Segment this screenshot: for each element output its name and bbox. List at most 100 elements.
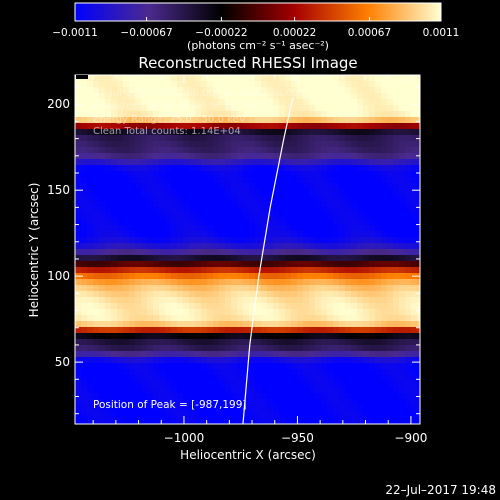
heatmap-cell [309,345,316,352]
heatmap-cell [411,387,418,394]
heatmap-cell [231,321,238,328]
heatmap-cell [237,105,244,112]
heatmap-cell [327,327,334,334]
heatmap-cell [399,261,406,268]
heatmap-cell [219,309,226,316]
heatmap-cell [303,405,310,412]
heatmap-cell [201,225,208,232]
heatmap-cell [207,297,214,304]
heatmap-cell [267,369,274,376]
heatmap-cell [399,189,406,196]
heatmap-cell [303,351,310,358]
heatmap-cell [207,243,214,250]
heatmap-cell [261,279,268,286]
heatmap-cell [99,105,106,112]
heatmap-cell [255,123,262,130]
heatmap-cell [135,387,142,394]
heatmap-cell [177,351,184,358]
heatmap-cell [147,261,154,268]
heatmap-cell [111,141,118,148]
heatmap-cell [363,249,370,256]
heatmap-cell [219,357,226,364]
heatmap-cell [177,99,184,106]
heatmap-cell [345,105,352,112]
heatmap-cell [375,411,382,418]
heatmap-cell [279,237,286,244]
heatmap-cell [171,393,178,400]
heatmap-cell [333,153,340,160]
heatmap-cell [321,417,328,424]
heatmap-cell [345,201,352,208]
heatmap-cell [399,297,406,304]
heatmap-cell [189,105,196,112]
heatmap-cell [99,273,106,280]
heatmap-cell [99,339,106,346]
colorbar-tick-label: −0.0011 [52,27,98,39]
heatmap-cell [237,141,244,148]
heatmap-cell [219,333,226,340]
heatmap-cell [303,75,310,82]
heatmap-cell [339,231,346,238]
heatmap-cell [345,387,352,394]
heatmap-cell [285,363,292,370]
heatmap-cell [225,237,232,244]
heatmap-cell [177,411,184,418]
heatmap-cell [99,351,106,358]
heatmap-cell [381,123,388,130]
heatmap-cell [261,399,268,406]
heatmap-cell [213,75,220,82]
heatmap-cell [171,195,178,202]
heatmap-cell [393,213,400,220]
heatmap-cell [237,93,244,100]
heatmap-cell [219,405,226,412]
heatmap-cell [105,213,112,220]
y-tick-label: 50 [55,355,70,369]
heatmap-cell [207,99,214,106]
heatmap-cell [165,351,172,358]
heatmap-cell [87,141,94,148]
heatmap-cell [393,201,400,208]
heatmap-cell [243,219,250,226]
heatmap-cell [327,219,334,226]
heatmap-cell [129,393,136,400]
heatmap-cell [237,363,244,370]
heatmap-cell [375,105,382,112]
heatmap-cell [333,213,340,220]
heatmap-cell [267,381,274,388]
heatmap-cell [189,333,196,340]
heatmap-cell [405,117,412,124]
heatmap-cell [153,381,160,388]
heatmap-cell [411,393,418,400]
heatmap-cell [249,231,256,238]
heatmap-cell [399,87,406,94]
heatmap-cell [387,363,394,370]
heatmap-cell [177,273,184,280]
heatmap-cell [201,303,208,310]
heatmap-cell [357,135,364,142]
heatmap-cell [249,213,256,220]
heatmap-cell [267,399,274,406]
heatmap-cell [129,351,136,358]
heatmap-cell [375,267,382,274]
heatmap-cell [321,123,328,130]
heatmap-cell [123,231,130,238]
heatmap-cell [375,339,382,346]
heatmap-cell [207,147,214,154]
heatmap-cell [369,237,376,244]
heatmap-cell [291,291,298,298]
heatmap-cell [381,171,388,178]
heatmap-cell [285,177,292,184]
heatmap-cell [351,87,358,94]
heatmap-cell [225,117,232,124]
heatmap-cell [303,297,310,304]
heatmap-cell [411,81,418,88]
heatmap-cell [141,279,148,286]
heatmap-cell [369,177,376,184]
heatmap-cell [225,267,232,274]
heatmap-cell [129,327,136,334]
heatmap-cell [81,111,88,118]
heatmap-cell [231,279,238,286]
heatmap-cell [135,375,142,382]
heatmap-cell [225,357,232,364]
heatmap-cell [141,297,148,304]
